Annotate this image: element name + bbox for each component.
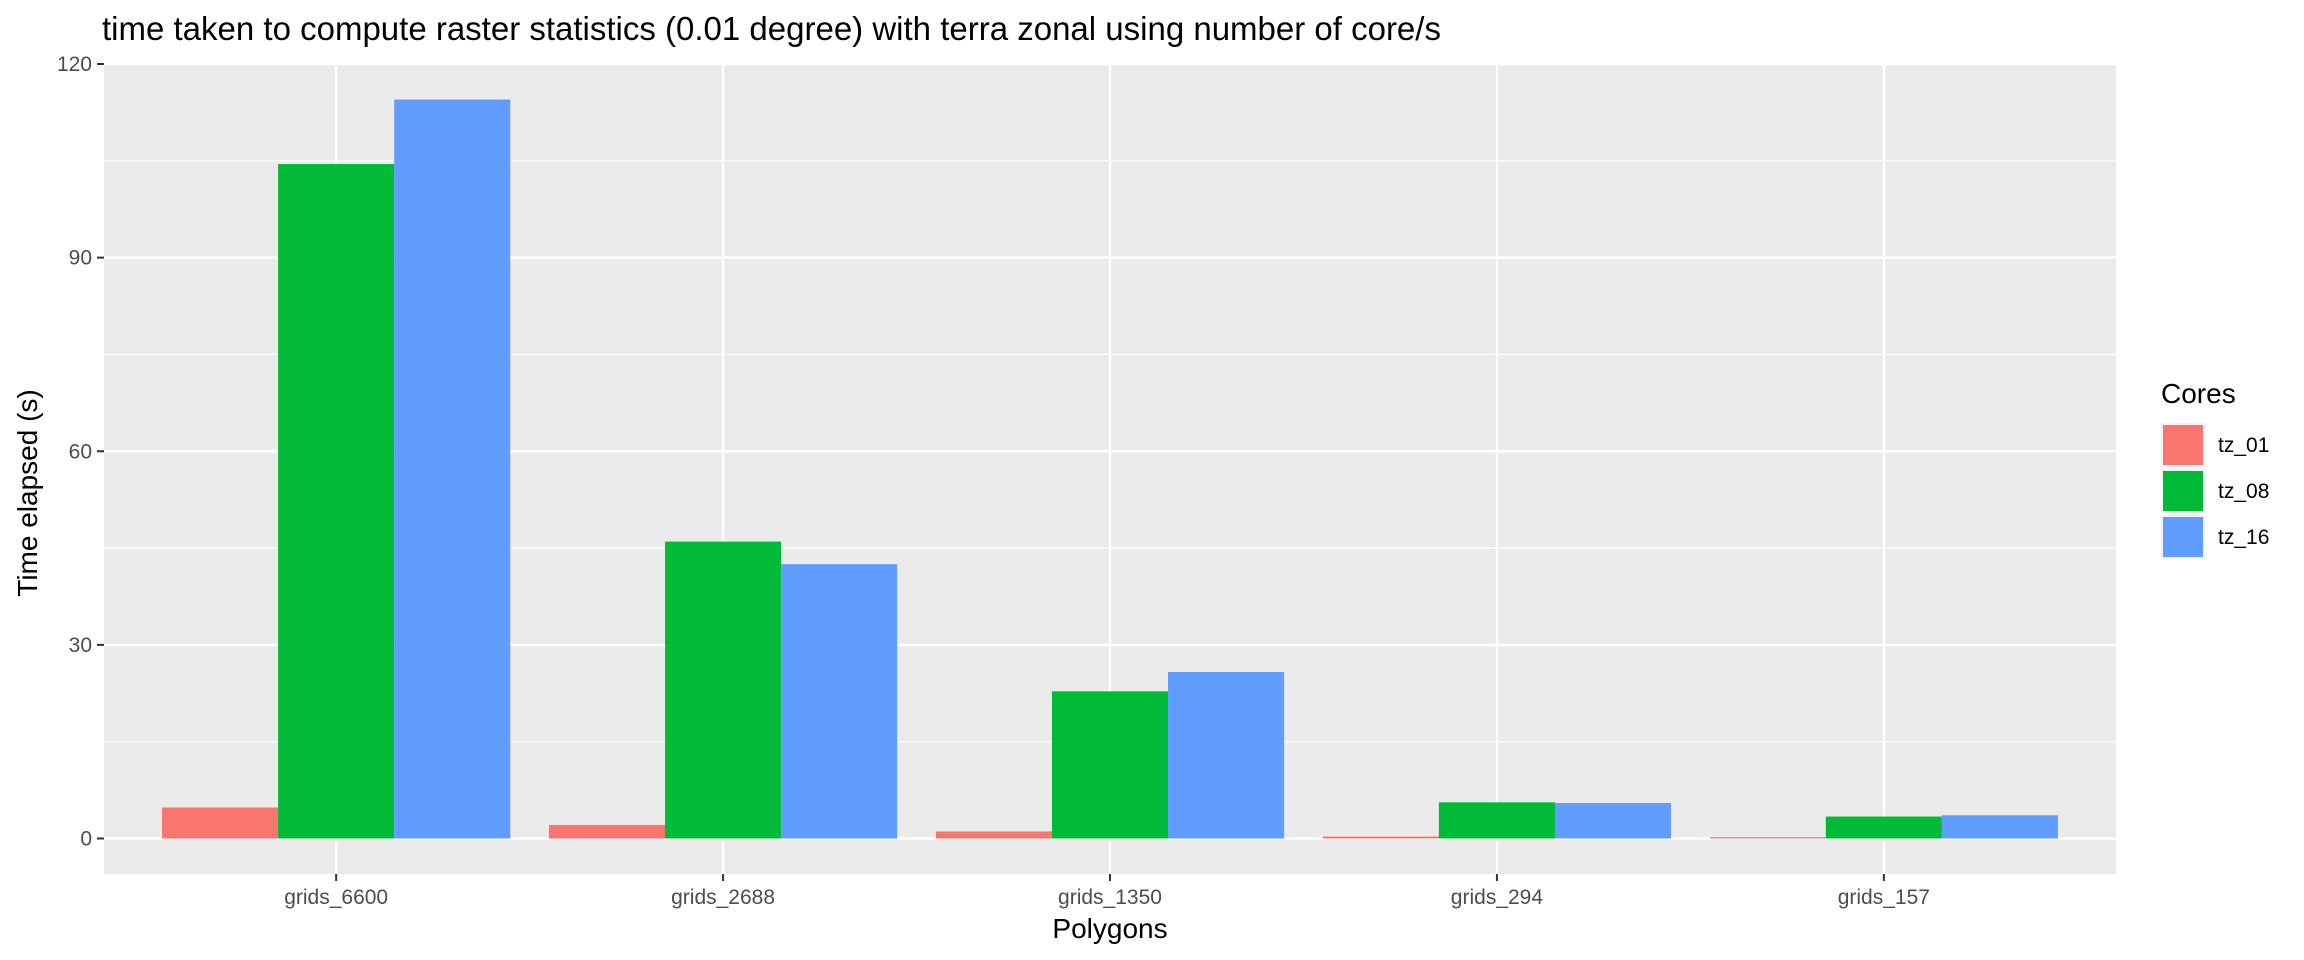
- bar-tz_08-grids_2688: [665, 541, 782, 839]
- x-tick-label: grids_6600: [284, 886, 388, 909]
- legend-key-tz_01: [2163, 425, 2203, 465]
- x-axis-title: Polygons: [1052, 913, 1167, 944]
- bars: [162, 99, 2058, 839]
- y-tick-label: 90: [69, 247, 92, 270]
- bar-tz_08-grids_6600: [278, 164, 395, 839]
- legend-key-tz_16: [2163, 517, 2203, 557]
- legend-label-tz_08: tz_08: [2218, 480, 2269, 503]
- y-tick-label: 60: [69, 440, 92, 463]
- bar-tz_08-grids_1350: [1051, 691, 1169, 839]
- x-tick-label: grids_294: [1451, 886, 1544, 909]
- bar-tz_16-grids_294: [1554, 803, 1672, 839]
- bar-tz_16-grids_2688: [781, 564, 898, 839]
- bar-tz_16-grids_157: [1941, 815, 2058, 839]
- y-tick-label: 120: [57, 53, 92, 76]
- bar-tz_08-grids_294: [1438, 802, 1555, 839]
- legend: Cores tz_01 tz_08 tz_16: [2161, 378, 2269, 559]
- bar-tz_08-grids_157: [1825, 816, 1942, 839]
- legend-title: Cores: [2161, 378, 2236, 409]
- bar-tz_01-grids_294: [1322, 836, 1439, 839]
- legend-label-tz_01: tz_01: [2218, 434, 2269, 457]
- bar-tz_01-grids_157: [1709, 837, 1826, 839]
- y-tick-label: 30: [69, 634, 92, 657]
- bar-tz_16-grids_6600: [394, 99, 511, 839]
- x-axis: grids_6600 grids_2688 grids_1350 grids_294 g…: [284, 874, 1930, 909]
- bar-tz_01-grids_1350: [935, 831, 1052, 839]
- x-tick-label: grids_157: [1838, 886, 1930, 909]
- legend-label-tz_16: tz_16: [2218, 526, 2269, 549]
- bar-tz_01-grids_2688: [548, 824, 666, 839]
- y-axis-title: Time elapsed (s): [12, 389, 43, 596]
- x-tick-label: grids_1350: [1058, 886, 1162, 909]
- legend-key-tz_08: [2163, 471, 2203, 511]
- y-axis: 0 30 60 90 120: [57, 53, 104, 851]
- chart-title: time taken to compute raster statistics …: [102, 10, 1441, 47]
- y-tick-label: 0: [80, 828, 92, 851]
- bar-tz_16-grids_1350: [1168, 671, 1285, 839]
- bar-tz_01-grids_6600: [162, 807, 279, 839]
- x-tick-label: grids_2688: [671, 886, 775, 909]
